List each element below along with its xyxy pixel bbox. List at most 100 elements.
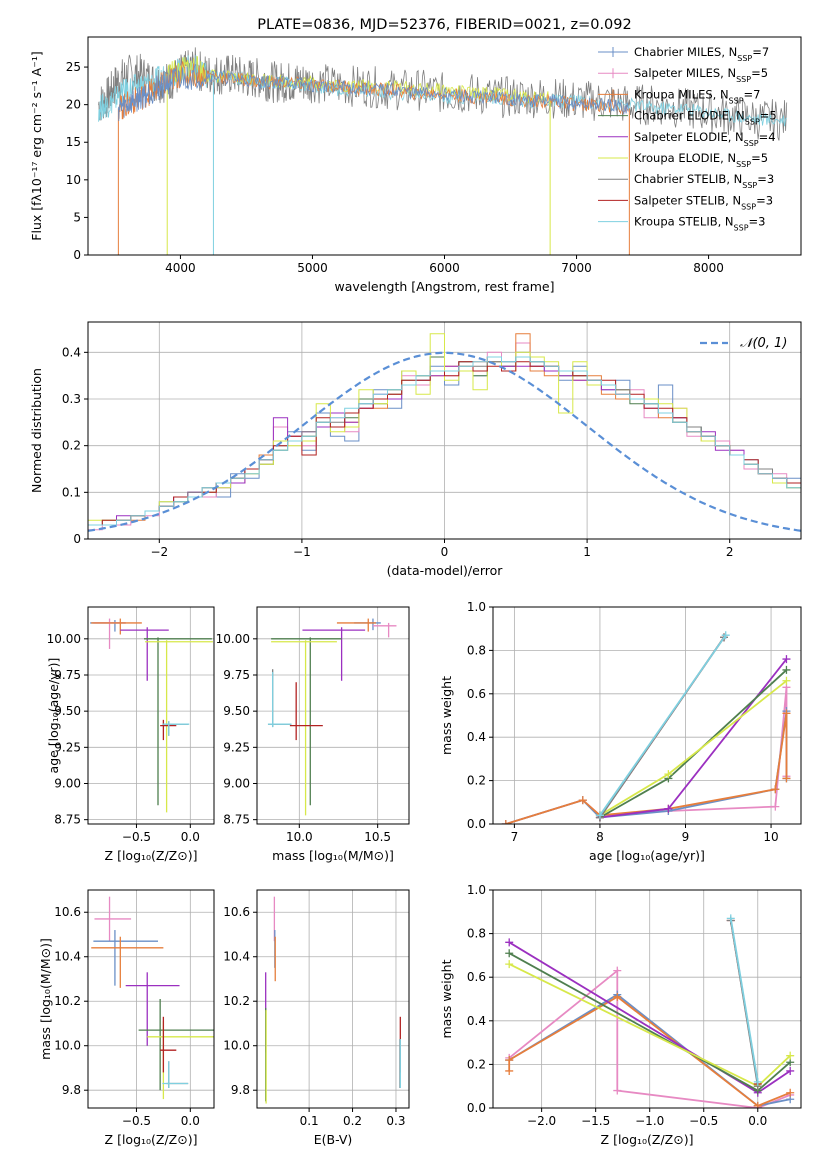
x-axis-label: wavelength [Angstrom, rest frame] bbox=[334, 279, 554, 294]
axes-frame bbox=[492, 606, 802, 825]
legend: Chabrier MILES, NSSP=7 Salpeter MILES, NS… bbox=[598, 45, 777, 232]
y-tick-label: 0.4 bbox=[467, 730, 486, 744]
panel-spectrum: 4000 5000 6000 7000 8000 0 5 10 15 20 25 wavelength… bbox=[29, 36, 802, 294]
weight-marker-salpeter_elodie bbox=[782, 655, 791, 664]
weight-marker-salpeter_elodie bbox=[505, 938, 514, 947]
weight-marker-kroupa_stelib bbox=[726, 914, 735, 923]
plot-area bbox=[90, 618, 213, 813]
weight-marker-kroupa_miles bbox=[578, 796, 587, 805]
plot-area bbox=[91, 896, 214, 1100]
x-tick-label: 0.3 bbox=[386, 1114, 405, 1128]
x-tick-label: 0.2 bbox=[343, 1114, 362, 1128]
y-axis-label: Normed distribution bbox=[29, 368, 44, 493]
legend-label-normal: 𝒩(0, 1) bbox=[740, 336, 787, 351]
y-tick-label: 0.2 bbox=[467, 1057, 486, 1071]
x-tick-label: 0.0 bbox=[181, 1114, 200, 1128]
x-tick-label: 0.0 bbox=[748, 1114, 767, 1128]
chart-title: PLATE=0836, MJD=52376, FIBERID=0021, z=0… bbox=[257, 17, 631, 33]
x-tick-label: 2 bbox=[726, 545, 734, 559]
y-tick-label: 9.00 bbox=[223, 776, 250, 790]
plot-area bbox=[267, 618, 397, 816]
y-tick-label: 0 bbox=[73, 248, 81, 262]
weight-line-kroupa_stelib bbox=[729, 918, 759, 1082]
panel-mass_vs_Z: −0.5 0.0 9.8 10.0 10.2 10.4 10.6 Z [log₁₀(Z/Z⊙)… bbox=[38, 889, 215, 1147]
weight-marker-salpeter_elodie bbox=[664, 804, 673, 813]
y-tick-label: 0.0 bbox=[467, 817, 486, 831]
x-tick-label: 10.5 bbox=[364, 830, 391, 844]
x-tick-label: 7000 bbox=[561, 261, 592, 275]
spectrum-line-chabrier_miles bbox=[118, 63, 629, 122]
weight-marker-kroupa_elodie bbox=[782, 676, 791, 685]
y-tick-label: 0 bbox=[73, 532, 81, 546]
weight-marker-kroupa_stelib bbox=[753, 1077, 762, 1086]
y-axis-label: age [log₁₀(age/yr)] bbox=[46, 658, 61, 774]
y-tick-label: 10.2 bbox=[54, 994, 81, 1008]
weight-marker-salpeter_miles bbox=[613, 1086, 622, 1095]
y-tick-label: 9.75 bbox=[54, 668, 81, 682]
legend-label-chabrier_elodie: Chabrier ELODIE, NSSP=5 bbox=[634, 109, 777, 127]
y-tick-label: 0.2 bbox=[467, 774, 486, 788]
y-tick-label: 10.00 bbox=[216, 632, 250, 646]
axes-frame bbox=[256, 889, 410, 1109]
x-tick-label: 9 bbox=[682, 830, 690, 844]
weight-marker-kroupa_stelib bbox=[595, 811, 604, 820]
x-axis-label: mass [log₁₀(M/M⊙)] bbox=[272, 848, 394, 863]
y-tick-label: 15 bbox=[66, 135, 81, 149]
y-tick-label: 20 bbox=[66, 98, 81, 112]
x-tick-label: 6000 bbox=[429, 261, 460, 275]
x-axis-label: age [log₁₀(age/yr)] bbox=[589, 848, 705, 863]
y-tick-label: 10.2 bbox=[223, 994, 250, 1008]
y-tick-label: 8.75 bbox=[54, 813, 81, 827]
x-tick-label: 8 bbox=[596, 830, 604, 844]
panel-age_vs_mass: 10.0 10.5 8.75 9.00 9.25 9.50 9.75 10.00 mass [l… bbox=[216, 606, 410, 863]
x-tick-label: 4000 bbox=[165, 261, 196, 275]
y-tick-label: 9.50 bbox=[54, 704, 81, 718]
x-tick-label: −1.5 bbox=[581, 1114, 610, 1128]
y-tick-label: 1.0 bbox=[467, 883, 486, 897]
legend-label-kroupa_elodie: Kroupa ELODIE, NSSP=5 bbox=[634, 151, 768, 169]
y-tick-label: 9.25 bbox=[54, 740, 81, 754]
y-tick-label: 0.4 bbox=[467, 1014, 486, 1028]
y-tick-label: 9.25 bbox=[223, 740, 250, 754]
weight-marker-kroupa_elodie bbox=[786, 1051, 795, 1060]
x-tick-label: 0 bbox=[441, 545, 449, 559]
panel-mass_vs_ebv: 0.1 0.2 0.3 9.8 10.0 10.2 10.4 10.6 E(B-V) bbox=[223, 889, 410, 1147]
x-tick-label: 0.0 bbox=[181, 830, 200, 844]
hist-salpeter_stelib bbox=[88, 361, 801, 526]
x-tick-label: −1 bbox=[293, 545, 311, 559]
weight-marker-kroupa_miles bbox=[786, 1088, 795, 1097]
y-tick-label: 0.3 bbox=[62, 392, 81, 406]
x-tick-label: −0.5 bbox=[122, 830, 151, 844]
panel-residuals: −2 −1 0 1 2 0 0.1 0.2 0.3 0.4 (data-model)/error No… bbox=[29, 321, 802, 578]
y-tick-label: 0.8 bbox=[467, 643, 486, 657]
weight-marker-kroupa_elodie bbox=[505, 960, 514, 969]
weight-line-chabrier_elodie bbox=[599, 669, 788, 819]
axes-frame bbox=[87, 606, 215, 825]
x-axis-label: (data-model)/error bbox=[387, 563, 504, 578]
spectrum-line-kroupa_stelib bbox=[98, 55, 787, 127]
legend-label-salpeter_miles: Salpeter MILES, NSSP=5 bbox=[634, 66, 768, 84]
plot-area bbox=[98, 47, 788, 255]
y-tick-label: 5 bbox=[73, 210, 81, 224]
legend-label-chabrier_miles: Chabrier MILES, NSSP=7 bbox=[634, 45, 769, 63]
x-axis-label: E(B-V) bbox=[314, 1132, 353, 1147]
y-tick-label: 1.0 bbox=[467, 600, 486, 614]
plot-area bbox=[265, 896, 401, 1104]
axes-frame bbox=[87, 889, 215, 1109]
plot-area bbox=[505, 914, 795, 1108]
y-tick-label: 25 bbox=[66, 60, 81, 74]
panel-massweight_vs_age: 7 8 9 10 0.0 0.2 0.4 0.6 0.8 1.0 age [log₁₀(age/yr… bbox=[439, 600, 802, 863]
y-tick-label: 0.2 bbox=[62, 439, 81, 453]
x-tick-label: 10 bbox=[763, 830, 778, 844]
legend-label-kroupa_miles: Kroupa MILES, NSSP=7 bbox=[634, 87, 760, 105]
plot-area bbox=[501, 631, 791, 824]
x-tick-label: −2 bbox=[150, 545, 168, 559]
y-axis-label: mass weight bbox=[439, 959, 454, 1038]
weight-marker-kroupa_stelib bbox=[721, 631, 730, 640]
x-tick-label: 0.1 bbox=[300, 1114, 319, 1128]
y-tick-label: 0.6 bbox=[467, 687, 486, 701]
x-tick-label: 10.0 bbox=[286, 830, 313, 844]
x-tick-label: −0.5 bbox=[689, 1114, 718, 1128]
y-tick-label: 9.8 bbox=[62, 1083, 81, 1097]
